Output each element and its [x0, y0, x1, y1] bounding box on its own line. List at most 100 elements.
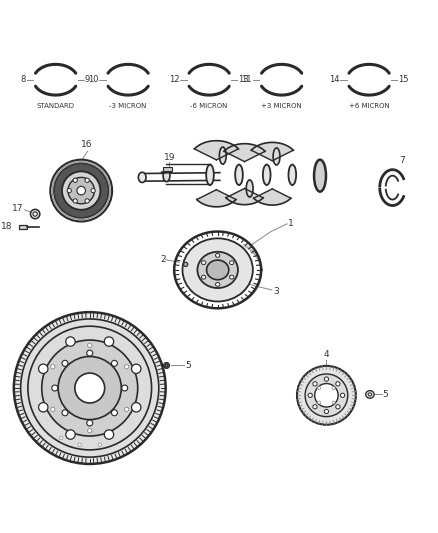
- Ellipse shape: [98, 443, 102, 447]
- Ellipse shape: [62, 360, 68, 366]
- Text: 5: 5: [185, 361, 191, 370]
- Ellipse shape: [336, 405, 340, 409]
- Ellipse shape: [124, 407, 129, 411]
- Ellipse shape: [62, 172, 100, 210]
- Ellipse shape: [340, 393, 345, 398]
- Ellipse shape: [230, 275, 234, 279]
- Ellipse shape: [324, 409, 328, 414]
- Ellipse shape: [73, 199, 78, 203]
- Ellipse shape: [207, 260, 229, 280]
- Ellipse shape: [201, 261, 206, 264]
- Ellipse shape: [88, 429, 92, 433]
- Ellipse shape: [66, 430, 75, 439]
- Ellipse shape: [313, 405, 317, 409]
- Text: 5: 5: [383, 390, 389, 399]
- Text: 4: 4: [324, 350, 329, 359]
- Ellipse shape: [273, 148, 280, 165]
- Text: 1: 1: [288, 220, 294, 228]
- Text: 15: 15: [398, 75, 409, 84]
- Ellipse shape: [318, 401, 321, 404]
- Text: 17: 17: [12, 205, 24, 213]
- Text: -6 MICRON: -6 MICRON: [191, 103, 228, 109]
- Ellipse shape: [215, 254, 220, 257]
- Ellipse shape: [52, 385, 58, 391]
- Text: 3: 3: [273, 287, 279, 296]
- Ellipse shape: [318, 386, 321, 390]
- Ellipse shape: [263, 165, 271, 185]
- Ellipse shape: [62, 410, 68, 416]
- Ellipse shape: [198, 252, 238, 288]
- Ellipse shape: [51, 407, 55, 411]
- Ellipse shape: [122, 385, 128, 391]
- Ellipse shape: [246, 180, 253, 197]
- Text: 19: 19: [164, 152, 176, 161]
- Ellipse shape: [313, 382, 317, 386]
- Ellipse shape: [314, 160, 326, 192]
- Ellipse shape: [85, 178, 89, 182]
- Ellipse shape: [206, 165, 214, 185]
- Ellipse shape: [314, 384, 338, 407]
- Ellipse shape: [28, 326, 152, 450]
- Ellipse shape: [39, 402, 48, 412]
- Text: 14: 14: [328, 75, 339, 84]
- Ellipse shape: [73, 178, 78, 182]
- Ellipse shape: [112, 410, 117, 416]
- Ellipse shape: [165, 364, 168, 367]
- Ellipse shape: [14, 312, 166, 464]
- Ellipse shape: [219, 147, 226, 164]
- Polygon shape: [197, 190, 236, 207]
- Ellipse shape: [68, 177, 95, 204]
- Polygon shape: [254, 189, 291, 205]
- Text: 9: 9: [85, 75, 90, 84]
- Ellipse shape: [87, 420, 93, 426]
- Ellipse shape: [289, 165, 296, 185]
- Ellipse shape: [131, 364, 141, 374]
- Ellipse shape: [104, 430, 114, 439]
- Ellipse shape: [54, 163, 109, 218]
- Polygon shape: [226, 189, 263, 205]
- Text: +6 MICRON: +6 MICRON: [349, 103, 389, 109]
- Ellipse shape: [124, 365, 129, 369]
- Ellipse shape: [183, 238, 253, 302]
- Ellipse shape: [58, 357, 121, 419]
- Ellipse shape: [305, 374, 348, 417]
- Ellipse shape: [77, 187, 85, 195]
- Ellipse shape: [163, 362, 170, 368]
- Text: 11: 11: [241, 75, 252, 84]
- Polygon shape: [251, 142, 293, 161]
- Polygon shape: [194, 141, 238, 160]
- Ellipse shape: [138, 172, 146, 182]
- Ellipse shape: [230, 261, 234, 264]
- Ellipse shape: [88, 343, 92, 348]
- Text: 10: 10: [88, 75, 98, 84]
- Ellipse shape: [308, 393, 312, 398]
- Ellipse shape: [368, 393, 371, 396]
- Ellipse shape: [50, 160, 112, 222]
- Ellipse shape: [104, 337, 114, 346]
- Ellipse shape: [78, 443, 81, 447]
- Text: 8: 8: [20, 75, 26, 84]
- Ellipse shape: [336, 382, 340, 386]
- FancyBboxPatch shape: [162, 167, 172, 172]
- Ellipse shape: [163, 169, 170, 182]
- Ellipse shape: [67, 189, 71, 193]
- Text: 13: 13: [238, 75, 249, 84]
- Ellipse shape: [87, 350, 93, 356]
- FancyBboxPatch shape: [19, 225, 27, 229]
- Ellipse shape: [51, 365, 55, 369]
- Text: 7: 7: [399, 156, 405, 165]
- Ellipse shape: [112, 360, 117, 366]
- Text: 6: 6: [71, 356, 77, 365]
- Ellipse shape: [21, 319, 159, 457]
- Text: +3 MICRON: +3 MICRON: [261, 103, 302, 109]
- Ellipse shape: [366, 391, 374, 398]
- Text: 16: 16: [81, 140, 92, 149]
- Ellipse shape: [297, 366, 356, 425]
- Ellipse shape: [66, 337, 75, 346]
- Ellipse shape: [131, 402, 141, 412]
- Ellipse shape: [59, 436, 63, 440]
- Ellipse shape: [31, 209, 40, 219]
- Ellipse shape: [42, 340, 138, 436]
- Text: 2: 2: [160, 255, 166, 264]
- Text: -3 MICRON: -3 MICRON: [110, 103, 147, 109]
